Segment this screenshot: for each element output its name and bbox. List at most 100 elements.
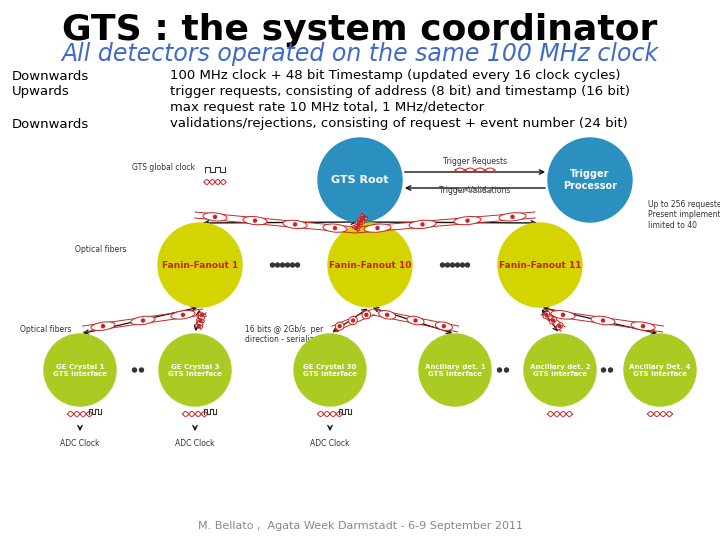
Circle shape	[355, 227, 358, 229]
Text: GTS Root: GTS Root	[331, 175, 389, 185]
Circle shape	[140, 368, 143, 372]
Text: GE Crystal 1
GTS Interface: GE Crystal 1 GTS Interface	[53, 363, 107, 376]
Ellipse shape	[171, 310, 195, 319]
Text: max request rate 10 MHz total, 1 MHz/detector: max request rate 10 MHz total, 1 MHz/det…	[170, 102, 484, 114]
Text: Ancillary det. 1
GTS Interface: Ancillary det. 1 GTS Interface	[425, 363, 485, 376]
Circle shape	[201, 313, 204, 316]
Ellipse shape	[91, 322, 115, 330]
Text: Fanin-Fanout 1: Fanin-Fanout 1	[162, 260, 238, 269]
Ellipse shape	[557, 323, 563, 329]
Circle shape	[505, 368, 508, 372]
Circle shape	[132, 368, 137, 372]
Circle shape	[357, 223, 360, 226]
Text: Trigger Requests: Trigger Requests	[443, 157, 507, 166]
Circle shape	[421, 223, 424, 226]
Ellipse shape	[358, 218, 364, 223]
Ellipse shape	[631, 322, 655, 330]
Ellipse shape	[362, 311, 371, 319]
Text: Trigger Validations: Trigger Validations	[439, 186, 510, 195]
Circle shape	[548, 138, 632, 222]
Circle shape	[365, 313, 368, 316]
Circle shape	[276, 263, 279, 267]
Circle shape	[44, 334, 116, 406]
Text: All detectors operated on the same 100 MHz clock: All detectors operated on the same 100 M…	[61, 42, 659, 66]
Text: trigger requests, consisting of address (8 bit) and timestamp (16 bit): trigger requests, consisting of address …	[170, 85, 630, 98]
Text: GTS : the system coordinator: GTS : the system coordinator	[63, 13, 657, 47]
Circle shape	[338, 325, 341, 328]
Text: Trigger
Processor: Trigger Processor	[563, 169, 617, 191]
Text: Ancillary det. 2
GTS Interface: Ancillary det. 2 GTS Interface	[530, 363, 590, 376]
Circle shape	[624, 334, 696, 406]
Text: Fanin-Fanout 11: Fanin-Fanout 11	[499, 260, 581, 269]
Circle shape	[545, 313, 548, 316]
Text: 100 MHz clock + 48 bit Timestamp (updated every 16 clock cycles): 100 MHz clock + 48 bit Timestamp (update…	[170, 70, 621, 83]
Circle shape	[446, 263, 449, 267]
Text: GE Crystal 30
GTS Interface: GE Crystal 30 GTS Interface	[303, 363, 357, 376]
Circle shape	[290, 263, 294, 267]
Text: 16 bits @ 2Gb/s  per
direction - serialized: 16 bits @ 2Gb/s per direction - serializ…	[245, 325, 323, 345]
Circle shape	[552, 319, 554, 322]
Text: GTS global clock: GTS global clock	[132, 164, 195, 172]
Circle shape	[158, 223, 242, 307]
Circle shape	[558, 325, 561, 328]
Circle shape	[442, 325, 446, 328]
Ellipse shape	[360, 214, 367, 219]
Circle shape	[286, 263, 289, 267]
Circle shape	[441, 263, 444, 267]
Circle shape	[608, 368, 613, 372]
Text: Downwards: Downwards	[12, 118, 89, 131]
Ellipse shape	[195, 324, 203, 328]
Text: Optical fibers: Optical fibers	[20, 326, 71, 334]
Ellipse shape	[348, 316, 357, 325]
Circle shape	[456, 263, 459, 267]
Ellipse shape	[454, 217, 481, 225]
Text: validations/rejections, consisting of request + event number (24 bit): validations/rejections, consisting of re…	[170, 118, 628, 131]
Circle shape	[102, 325, 104, 328]
Ellipse shape	[379, 310, 396, 319]
Circle shape	[376, 227, 379, 229]
Circle shape	[214, 215, 217, 218]
Circle shape	[351, 319, 354, 322]
Ellipse shape	[436, 322, 452, 330]
Circle shape	[328, 223, 412, 307]
Text: ADC Clock: ADC Clock	[60, 440, 100, 449]
Ellipse shape	[131, 316, 155, 325]
Circle shape	[295, 263, 300, 267]
Ellipse shape	[543, 312, 549, 318]
Circle shape	[294, 223, 297, 226]
Circle shape	[253, 219, 256, 222]
Circle shape	[360, 219, 363, 222]
Circle shape	[498, 368, 502, 372]
Circle shape	[511, 215, 514, 218]
Text: Fanin-Fanout 10: Fanin-Fanout 10	[329, 260, 411, 269]
Ellipse shape	[198, 313, 206, 317]
Ellipse shape	[551, 310, 575, 319]
Circle shape	[524, 334, 596, 406]
Ellipse shape	[283, 220, 307, 228]
Text: Optical fibers: Optical fibers	[75, 246, 127, 254]
Text: Ancillary Det. 4
GTS Interface: Ancillary Det. 4 GTS Interface	[629, 363, 690, 376]
Circle shape	[466, 219, 469, 222]
Circle shape	[498, 223, 582, 307]
Ellipse shape	[409, 220, 436, 228]
Circle shape	[414, 319, 417, 322]
Ellipse shape	[243, 217, 267, 225]
Text: ADC Clock: ADC Clock	[175, 440, 215, 449]
Circle shape	[281, 263, 284, 267]
Ellipse shape	[323, 224, 347, 232]
Ellipse shape	[499, 213, 526, 221]
Circle shape	[197, 325, 200, 328]
Text: M. Bellato ,  Agata Week Darmstadt - 6-9 September 2011: M. Bellato , Agata Week Darmstadt - 6-9 …	[197, 521, 523, 531]
Circle shape	[199, 319, 202, 322]
Circle shape	[601, 368, 606, 372]
Circle shape	[318, 138, 402, 222]
Circle shape	[386, 313, 389, 316]
Text: Upwards: Upwards	[12, 85, 70, 98]
Circle shape	[142, 319, 145, 322]
Ellipse shape	[353, 226, 360, 231]
Circle shape	[419, 334, 491, 406]
Text: Up to 256 requesters.
Present implementation
limited to 40: Up to 256 requesters. Present implementa…	[648, 200, 720, 230]
Circle shape	[451, 263, 454, 267]
Circle shape	[601, 319, 605, 322]
Circle shape	[466, 263, 469, 267]
